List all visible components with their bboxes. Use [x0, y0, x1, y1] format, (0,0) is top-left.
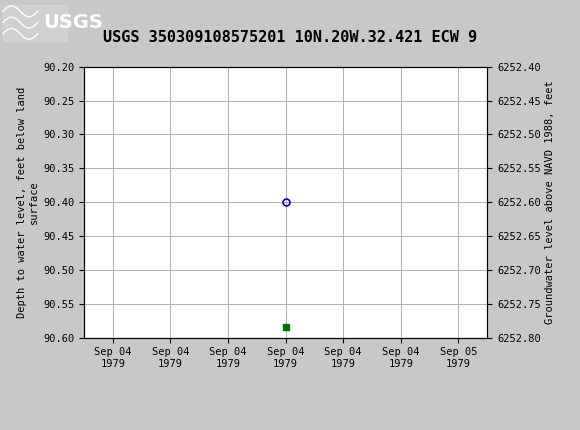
Y-axis label: Groundwater level above NAVD 1988, feet: Groundwater level above NAVD 1988, feet	[545, 80, 555, 324]
Text: USGS 350309108575201 10N.20W.32.421 ECW 9: USGS 350309108575201 10N.20W.32.421 ECW …	[103, 30, 477, 45]
Y-axis label: Depth to water level, feet below land
surface: Depth to water level, feet below land su…	[17, 86, 39, 318]
Text: USGS: USGS	[44, 13, 103, 32]
FancyBboxPatch shape	[3, 4, 67, 41]
